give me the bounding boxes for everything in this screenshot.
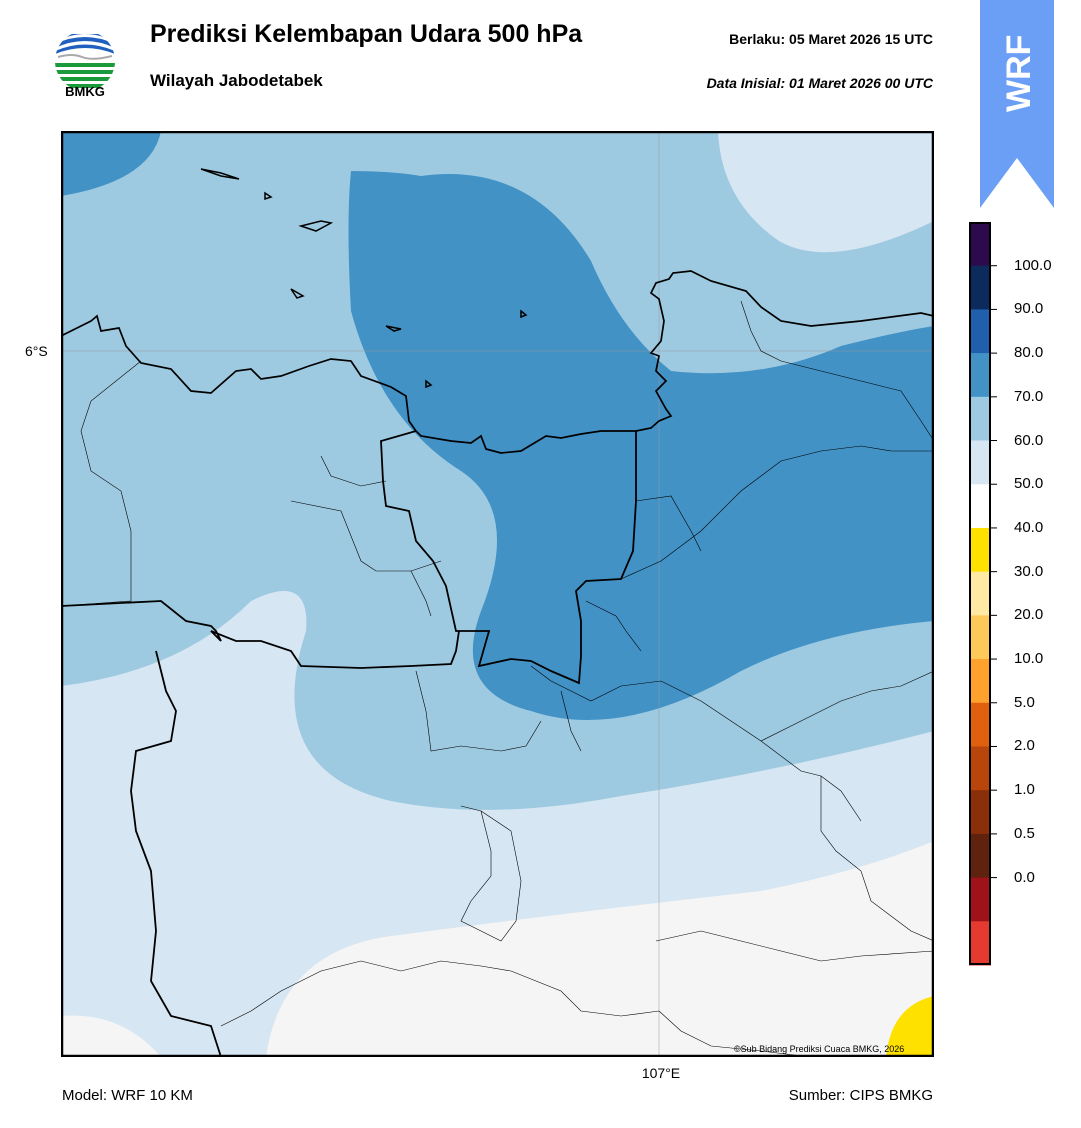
page-subtitle: Wilayah Jabodetabek (150, 71, 323, 90)
init-time: Data Inisial: 01 Maret 2026 00 UTC (706, 75, 933, 91)
longitude-label: 107°E (641, 1065, 681, 1081)
colorbar-band (969, 222, 991, 267)
colorbar-tick-label: 30.0 (1014, 562, 1044, 580)
humidity-zone-30-40-southeast (886, 996, 934, 1057)
humidity-zone-40-50-south (266, 841, 934, 1057)
humidity-zone-50-60-northeast (718, 131, 934, 253)
colorbar-tick-label: 40.0 (1014, 518, 1044, 536)
colorbar-band (969, 353, 991, 398)
colorbar-band (969, 833, 991, 879)
province-boundary (61, 600, 460, 669)
colorbar-tick-label: 10.0 (1014, 650, 1044, 668)
colorbar-band (969, 265, 991, 310)
colorbar-tick-label: 5.0 (1014, 693, 1035, 711)
page-title: Prediksi Kelembapan Udara 500 hPa (150, 20, 583, 48)
island (425, 379, 433, 389)
humidity-zone-70-80-central (348, 171, 934, 720)
colorbar-band (969, 484, 991, 529)
colorbar-tick-label: 90.0 (1014, 300, 1044, 318)
province-boundary (130, 650, 222, 1057)
colorbar-band (969, 790, 991, 835)
island (290, 288, 305, 299)
map-credit: ©Sub Bidang Prediksi Cuaca BMKG, 2026 (734, 1044, 905, 1054)
colorbar-tick-label: 20.0 (1014, 606, 1044, 624)
island (264, 191, 273, 201)
colorbar-tick-label: 0.0 (1014, 868, 1035, 886)
coastline (61, 270, 934, 454)
colorbar-tick-label: 70.0 (1014, 387, 1044, 405)
map-frame (61, 131, 934, 1057)
colorbar-tick-label: 0.5 (1014, 824, 1035, 842)
regency-boundaries (61, 300, 934, 1057)
island (385, 325, 402, 332)
humidity-zone-40-50-southwest (61, 1015, 161, 1057)
colorbar-band (969, 440, 991, 485)
wrf-badge-shape (980, 0, 1054, 208)
colorbar-band (969, 702, 991, 747)
source-label: Sumber: CIPS BMKG (788, 1087, 933, 1104)
colorbar-tick-label: 1.0 (1014, 781, 1035, 799)
colorbar-tick-label: 60.0 (1014, 431, 1044, 449)
colorbar-tick-label: 100.0 (1014, 256, 1052, 274)
latitude-label: 6°S (25, 343, 48, 359)
logo-text: BMKG (65, 84, 105, 99)
colorbar-band (969, 396, 991, 442)
colorbar-band (969, 921, 991, 966)
colorbar-tick-label: 50.0 (1014, 475, 1044, 493)
colorbar-tick-label: 80.0 (1014, 344, 1044, 362)
wrf-badge: WRF (980, 0, 1054, 208)
colorbar-band (969, 571, 991, 616)
wrf-badge-label: WRF (1000, 35, 1038, 112)
model-label: Model: WRF 10 KM (62, 1087, 193, 1104)
humidity-zone-70-80-northwest (61, 131, 161, 196)
colorbar-band (969, 746, 991, 791)
island (520, 309, 528, 319)
island (200, 168, 240, 180)
colorbar-band (969, 527, 991, 573)
colorbar (969, 222, 997, 966)
valid-time: Berlaku: 05 Maret 2026 15 UTC (729, 31, 933, 47)
colorbar-tick-label: 2.0 (1014, 737, 1035, 755)
colorbar-band (969, 309, 991, 354)
colorbar-frame (969, 222, 991, 965)
province-boundary (380, 430, 637, 685)
colorbar-band (969, 659, 991, 704)
island (298, 220, 334, 232)
humidity-map (61, 131, 934, 1057)
colorbar-band (969, 615, 991, 660)
bmkg-logo-icon (55, 31, 115, 88)
colorbar-band (969, 877, 991, 922)
